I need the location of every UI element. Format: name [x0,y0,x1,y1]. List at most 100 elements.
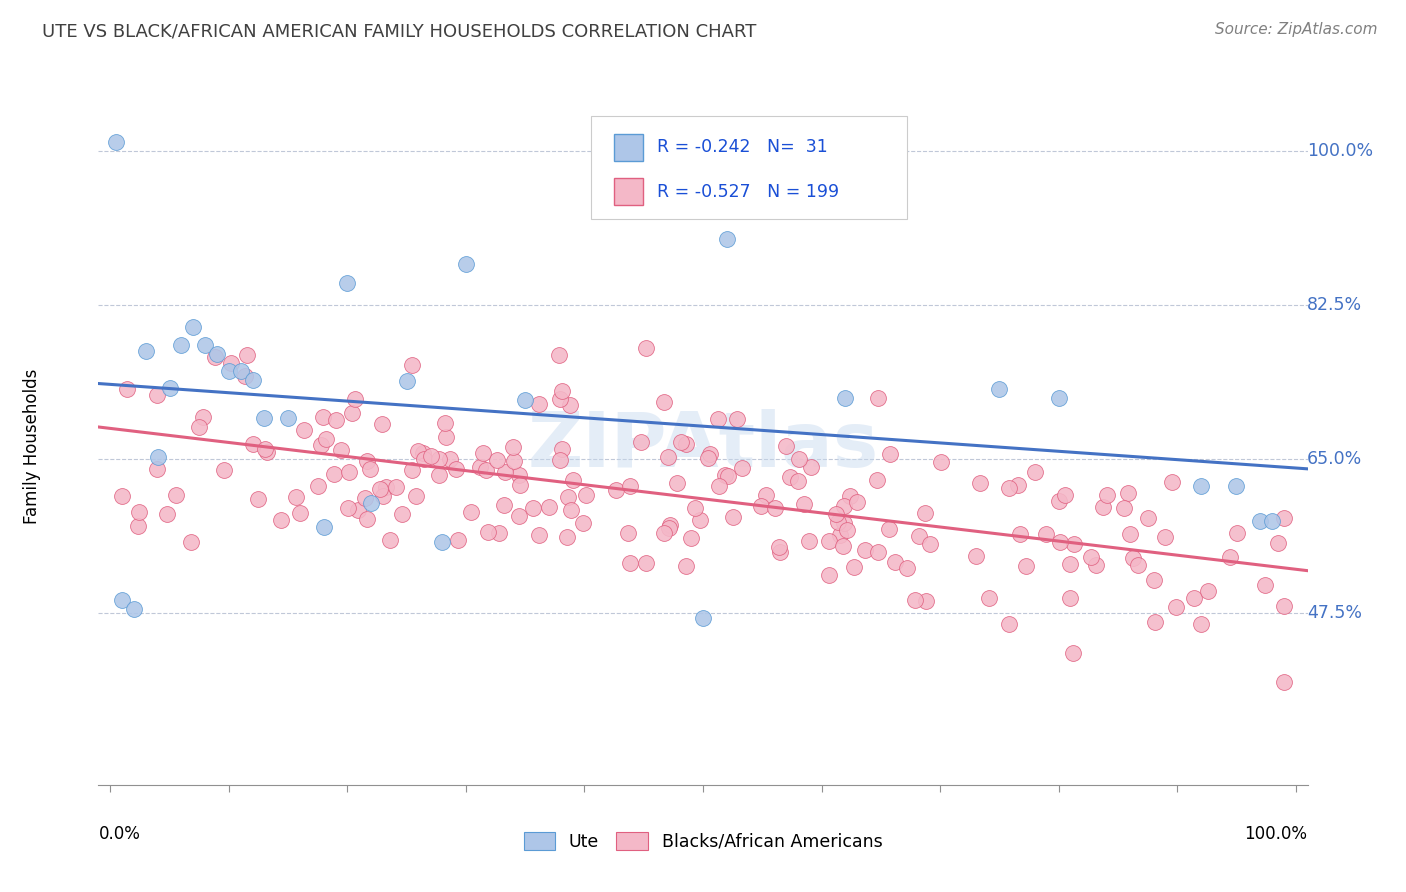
Point [433,416,456,430]
Point [145,388,167,402]
Point [1114,501,1136,516]
Point [619,556,641,570]
Point [325,413,347,427]
Point [562,473,585,487]
Point [111,489,134,503]
Point [558,398,581,412]
Point [547,348,569,362]
Point [827,515,849,529]
Point [731,460,754,475]
Point [977,591,1000,605]
Point [675,558,697,573]
Point [115,382,138,396]
Point [145,462,167,476]
Point [998,481,1021,495]
Point [105,135,128,149]
Point [793,497,815,511]
Point [1010,527,1032,541]
Point [786,475,808,489]
Point [508,468,530,483]
Point [572,516,595,530]
Point [1118,527,1140,541]
Point [375,480,398,494]
Point [1095,488,1118,502]
Text: ZIPAtlas: ZIPAtlas [527,409,879,483]
Point [800,460,823,475]
Point [194,337,217,351]
Point [233,368,256,383]
Point [1122,550,1144,565]
Point [236,348,259,362]
Point [1219,549,1241,564]
Point [679,531,702,545]
Point [1254,578,1277,592]
Point [865,473,887,487]
Point [494,498,516,512]
Point [1062,646,1084,660]
Text: 47.5%: 47.5% [1306,604,1362,623]
Point [204,351,226,365]
Text: R = -0.527   N = 199: R = -0.527 N = 199 [657,183,839,201]
Point [427,467,450,482]
Point [817,568,839,582]
Point [156,507,179,521]
Point [242,437,264,451]
Point [1197,583,1219,598]
Point [509,477,531,491]
Point [288,507,311,521]
Point [1049,534,1071,549]
Point [472,446,495,460]
Point [1084,558,1107,572]
Point [444,461,467,475]
Text: 0.0%: 0.0% [98,825,141,843]
Point [697,450,720,465]
Point [988,382,1011,396]
Point [502,440,524,454]
Point [256,445,278,459]
Text: 65.0%: 65.0% [1306,450,1362,468]
Point [212,463,235,477]
Point [969,476,991,491]
Point [454,257,477,271]
Point [503,454,526,468]
Point [658,521,681,535]
Point [617,526,640,541]
Point [699,447,721,461]
Point [432,535,454,549]
Point [1161,475,1184,490]
Point [322,467,344,481]
Point [1272,599,1295,613]
Point [1143,573,1166,587]
Point [575,487,598,501]
Point [1249,514,1271,528]
Point [122,602,145,616]
Point [165,488,187,502]
Point [1063,537,1085,551]
Point [1080,549,1102,564]
Point [343,392,366,406]
Point [689,513,711,527]
Point [401,359,423,373]
Point [391,507,413,521]
Point [619,478,641,492]
Point [128,505,150,519]
Point [768,541,790,555]
Point [557,490,579,504]
Point [527,528,550,542]
Point [292,423,315,437]
Text: R = -0.242   N=  31: R = -0.242 N= 31 [657,138,827,156]
Point [1225,478,1247,492]
Point [353,491,375,505]
Point [371,489,394,503]
Point [675,437,697,451]
Point [385,480,408,494]
Point [434,430,457,444]
Point [866,392,889,406]
Point [439,452,461,467]
Point [1091,500,1114,514]
Point [1226,526,1249,541]
Point [1059,557,1081,571]
Point [605,483,627,498]
Point [918,537,941,551]
Point [1164,599,1187,614]
